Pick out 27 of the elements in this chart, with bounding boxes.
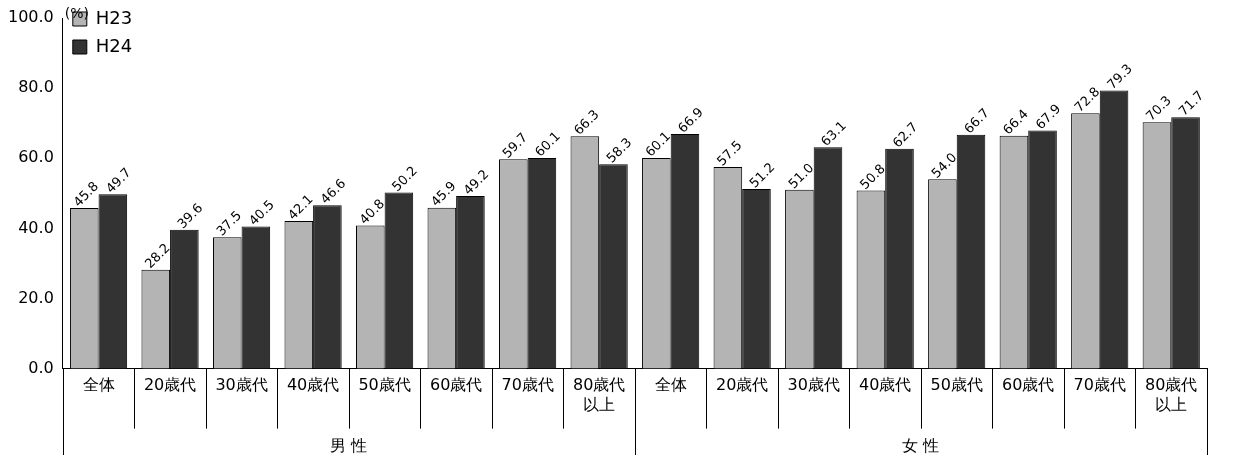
x-tick-label: 全体 xyxy=(82,375,115,395)
x-tick-label: 20歳代 xyxy=(715,375,769,395)
y-tick-label: 40.0 xyxy=(18,217,54,237)
y-tick-label: 80.0 xyxy=(18,77,54,97)
y-tick-label: 0.0 xyxy=(28,357,54,377)
x-tick-label: 30歳代 xyxy=(215,375,268,395)
x-tick-label: 60歳代 xyxy=(1002,375,1055,395)
x-tick-label: 80歳代以上 xyxy=(1145,375,1198,414)
x-tick-label: 50歳代 xyxy=(930,375,983,395)
x-tick-label: 40歳代 xyxy=(859,375,912,395)
x-tick-label: 50歳代 xyxy=(358,375,411,395)
legend-label: H23 xyxy=(95,6,133,28)
x-tick-label: 全体 xyxy=(654,375,687,395)
x-tick-label: 70歳代 xyxy=(501,375,554,395)
x-tick-label: 40歳代 xyxy=(286,375,340,395)
x-tick-label: 70歳代 xyxy=(1073,375,1126,395)
text: 女 性 xyxy=(902,435,940,455)
y-tick-label: 60.0 xyxy=(18,147,54,167)
x-tick-label: 80歳代以上 xyxy=(572,375,626,414)
x-tick-label: 20歳代 xyxy=(143,375,197,395)
x-tick-label: 30歳代 xyxy=(787,375,840,395)
x-tick-label: 60歳代 xyxy=(429,375,483,395)
y-axis-title: (%) xyxy=(64,4,90,21)
y-tick-label: 20.0 xyxy=(18,287,54,307)
legend-label: H24 xyxy=(95,34,133,56)
text: 男 性 xyxy=(330,435,368,455)
y-tick-label: 100.0 xyxy=(7,7,54,27)
